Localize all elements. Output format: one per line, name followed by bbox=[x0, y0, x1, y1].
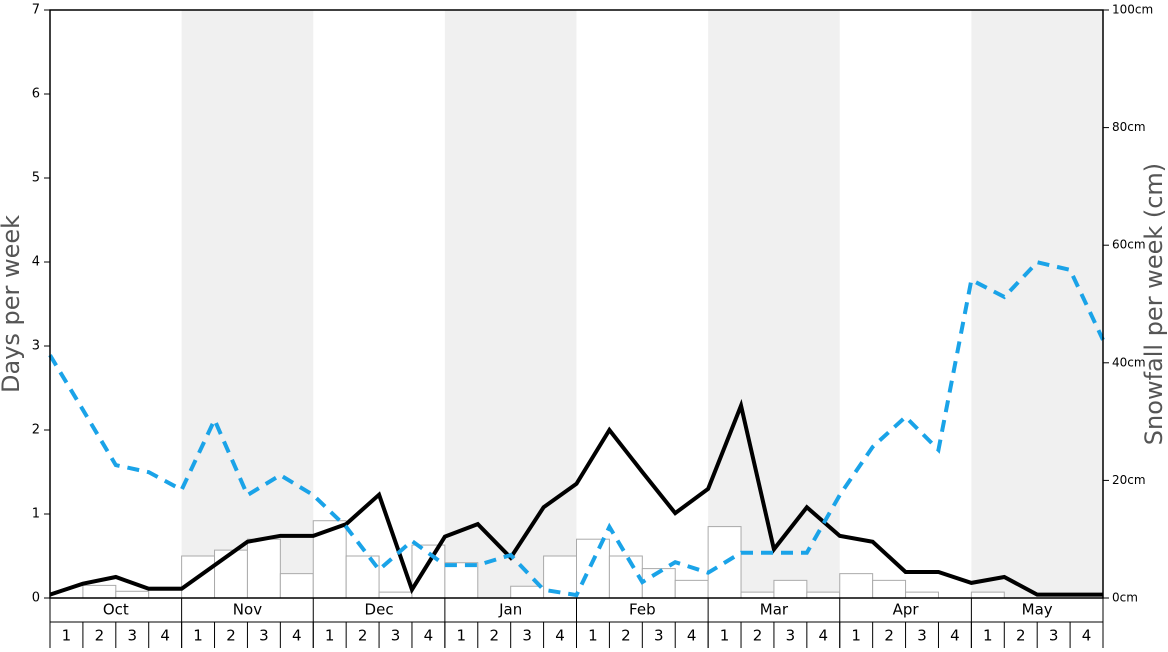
y2-axis-label: Snowfall per week (cm) bbox=[1140, 163, 1168, 445]
y-tick-label: 1 bbox=[32, 507, 40, 522]
week-label: 4 bbox=[950, 627, 960, 645]
week-label: 2 bbox=[95, 627, 105, 645]
week-label: 4 bbox=[292, 627, 302, 645]
week-label: 3 bbox=[391, 627, 401, 645]
month-shade bbox=[971, 10, 1103, 598]
week-label: 3 bbox=[522, 627, 532, 645]
week-label: 2 bbox=[358, 627, 368, 645]
week-label: 2 bbox=[753, 627, 763, 645]
series-line bbox=[49, 398, 1103, 597]
week-label: 3 bbox=[786, 627, 796, 645]
y-tick-label: 3 bbox=[32, 339, 40, 354]
y2-tick-label: 0cm bbox=[1112, 591, 1138, 605]
bar bbox=[214, 549, 248, 599]
month-label: Jan bbox=[498, 601, 522, 619]
month-label: Oct bbox=[103, 601, 129, 619]
y-tick-label: 4 bbox=[32, 255, 40, 270]
week-label: 4 bbox=[555, 627, 565, 645]
week-label: 3 bbox=[259, 627, 269, 645]
month-label: Dec bbox=[365, 601, 394, 619]
bar bbox=[773, 579, 808, 599]
y2-tick-label: 80cm bbox=[1112, 120, 1146, 134]
week-label: 4 bbox=[424, 627, 434, 645]
week-label: 3 bbox=[917, 627, 927, 645]
bar bbox=[411, 544, 446, 599]
bar bbox=[839, 573, 874, 599]
month-shade bbox=[444, 10, 577, 598]
month-label: Mar bbox=[760, 601, 789, 619]
week-label: 2 bbox=[621, 627, 631, 645]
week-label: 4 bbox=[819, 627, 829, 645]
week-label: 3 bbox=[654, 627, 664, 645]
bar bbox=[510, 585, 545, 599]
bar bbox=[806, 591, 841, 599]
month-shade bbox=[708, 10, 840, 598]
bar bbox=[740, 591, 775, 599]
y-tick-label: 5 bbox=[32, 171, 40, 186]
series-line bbox=[48, 260, 1105, 598]
month-label: Feb bbox=[629, 601, 656, 619]
week-label: 3 bbox=[127, 627, 137, 645]
bar bbox=[970, 591, 1005, 599]
bar bbox=[82, 584, 117, 599]
week-label: 2 bbox=[489, 627, 499, 645]
week-label: 4 bbox=[160, 627, 170, 645]
y2-tick-label: 60cm bbox=[1112, 238, 1146, 252]
bar bbox=[378, 591, 413, 599]
week-label: 2 bbox=[226, 627, 236, 645]
y-axis-label: Days per week bbox=[0, 215, 25, 393]
bar bbox=[444, 562, 479, 599]
week-label: 1 bbox=[720, 627, 730, 645]
bar bbox=[905, 591, 939, 599]
week-label: 4 bbox=[687, 627, 697, 645]
y-tick-label: 0 bbox=[32, 591, 40, 606]
week-label: 1 bbox=[983, 627, 993, 645]
bar bbox=[576, 538, 610, 599]
y2-tick-label: 20cm bbox=[1112, 473, 1146, 487]
y2-tick-label: 40cm bbox=[1112, 355, 1146, 369]
bar bbox=[246, 538, 281, 599]
week-label: 2 bbox=[1016, 627, 1026, 645]
week-label: 1 bbox=[193, 627, 203, 645]
y-tick-label: 2 bbox=[32, 423, 40, 438]
week-label: 3 bbox=[1049, 627, 1059, 645]
month-label: Nov bbox=[233, 601, 262, 619]
bar bbox=[674, 579, 709, 599]
bar bbox=[115, 590, 150, 599]
month-label: May bbox=[1022, 601, 1053, 619]
month-shade bbox=[181, 10, 314, 598]
y2-tick-label: 100cm bbox=[1112, 3, 1153, 17]
week-label: 1 bbox=[588, 627, 598, 645]
week-label: 1 bbox=[325, 627, 335, 645]
month-label: Apr bbox=[893, 601, 920, 619]
bar bbox=[872, 579, 907, 599]
y-tick-label: 6 bbox=[32, 87, 40, 102]
week-label: 1 bbox=[457, 627, 467, 645]
week-label: 4 bbox=[1082, 627, 1092, 645]
week-label: 1 bbox=[62, 627, 72, 645]
bar bbox=[279, 573, 314, 599]
week-label: 2 bbox=[884, 627, 894, 645]
y-tick-label: 7 bbox=[32, 3, 40, 18]
week-label: 1 bbox=[851, 627, 861, 645]
